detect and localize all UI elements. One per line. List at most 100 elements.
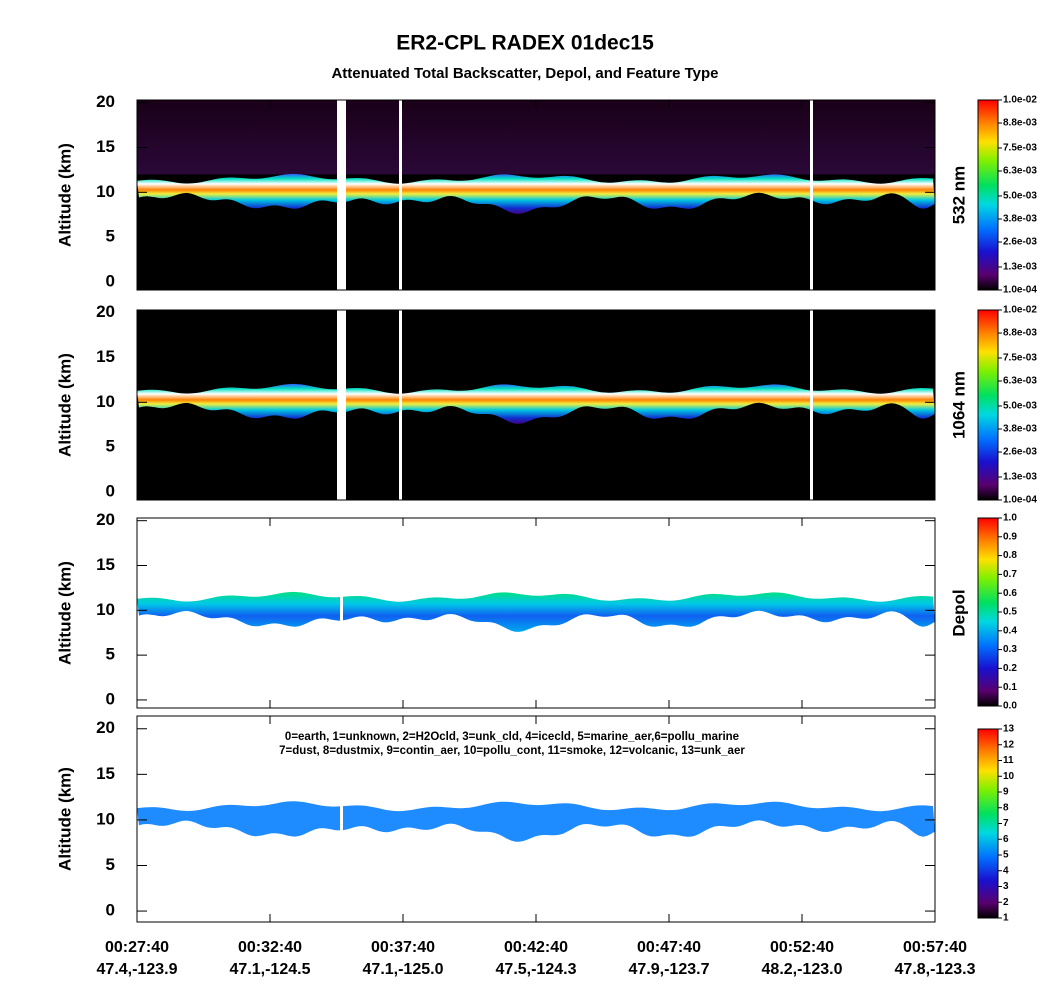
y-tick-label: 20 — [96, 302, 115, 321]
colorbar-tick-label: 1.0 — [1003, 513, 1017, 524]
data-gap — [337, 100, 346, 290]
colorbar-tick-label: 3.8e-03 — [1003, 214, 1037, 225]
colorbar-tick-label: 1.0e-04 — [1003, 285, 1037, 296]
x-tick-label: 00:52:40 — [770, 939, 834, 956]
cloud-layer — [137, 383, 935, 424]
colorbar-tick-label: 0.6 — [1003, 588, 1017, 599]
colorbar-tick-label: 11 — [1003, 755, 1014, 766]
annotation: 0=earth, 1=unknown, 2=H2Ocld, 3=unk_cld,… — [285, 731, 739, 743]
colorbar-tick-label: 1.0e-02 — [1003, 95, 1037, 106]
colorbar-tick-label: 6 — [1003, 834, 1009, 845]
x-tick-sublabel: 47.8,-123.3 — [895, 961, 976, 978]
colorbar-tick-label: 0.2 — [1003, 663, 1017, 674]
x-tick-label: 00:47:40 — [637, 939, 701, 956]
colorbar-tick-label: 8 — [1003, 802, 1009, 813]
colorbar-tick-label: 7.5e-03 — [1003, 143, 1037, 154]
y-tick-label: 10 — [96, 809, 115, 828]
colorbar-tick-label: 0.9 — [1003, 531, 1017, 542]
colorbar — [977, 99, 999, 291]
colorbar-tick-label: 0.8 — [1003, 550, 1017, 561]
x-tick-label: 00:27:40 — [105, 939, 169, 956]
colorbar-tick-label: 1.3e-03 — [1003, 472, 1037, 483]
colorbar-tick-label: 1.0e-04 — [1003, 495, 1037, 506]
colorbar-tick-label: 6.3e-03 — [1003, 166, 1037, 177]
y-tick-label: 15 — [96, 555, 115, 574]
data-gap — [340, 587, 343, 629]
y-tick-label: 5 — [106, 855, 115, 874]
chart-subtitle: Attenuated Total Backscatter, Depol, and… — [331, 65, 718, 82]
colorbar-label: 1064 nm — [949, 371, 968, 439]
data-gap — [340, 797, 343, 839]
data-gap — [399, 100, 402, 290]
colorbar-tick-label: 2.6e-03 — [1003, 447, 1037, 458]
colorbar — [977, 309, 999, 501]
colorbar-tick-label: 1 — [1003, 913, 1009, 924]
x-tick-label: 00:57:40 — [903, 939, 967, 956]
x-tick-label: 00:42:40 — [504, 939, 568, 956]
y-tick-label: 0 — [106, 271, 115, 290]
colorbar-tick-label: 5 — [1003, 850, 1009, 861]
x-tick-label: 00:32:40 — [238, 939, 302, 956]
y-tick-label: 0 — [106, 481, 115, 500]
colorbar-tick-label: 0.3 — [1003, 644, 1017, 655]
chart-title: ER2-CPL RADEX 01dec15 — [396, 32, 654, 55]
colorbar-tick-label: 4 — [1003, 865, 1009, 876]
data-gap — [810, 100, 813, 290]
colorbar-tick-label: 1.3e-03 — [1003, 262, 1037, 273]
colorbar-tick-label: 1.0e-02 — [1003, 305, 1037, 316]
colorbar-tick-label: 0.4 — [1003, 625, 1017, 636]
colorbar-tick-label: 3.8e-03 — [1003, 424, 1037, 435]
data-gap — [399, 310, 402, 500]
y-tick-label: 5 — [106, 227, 115, 246]
y-axis-label: Altitude (km) — [55, 767, 74, 871]
colorbar-tick-label: 6.3e-03 — [1003, 376, 1037, 387]
cloud-layer — [137, 591, 935, 632]
cloud-layer — [137, 173, 935, 214]
x-tick-sublabel: 47.1,-124.5 — [230, 961, 311, 978]
colorbar — [977, 517, 999, 707]
cloud-layer — [137, 801, 935, 842]
y-tick-label: 0 — [106, 689, 115, 708]
colorbar — [977, 728, 999, 919]
x-tick-sublabel: 47.1,-125.0 — [363, 961, 444, 978]
colorbar-label: 532 nm — [949, 166, 968, 225]
y-axis-label: Altitude (km) — [55, 561, 74, 665]
colorbar-tick-label: 5.0e-03 — [1003, 401, 1037, 412]
y-tick-label: 15 — [96, 347, 115, 366]
colorbar-tick-label: 0.0 — [1003, 701, 1017, 712]
y-tick-label: 15 — [96, 137, 115, 156]
colorbar-tick-label: 12 — [1003, 739, 1015, 750]
colorbar-tick-label: 7 — [1003, 818, 1009, 829]
colorbar-tick-label: 3 — [1003, 881, 1009, 892]
y-tick-label: 20 — [96, 510, 115, 529]
y-tick-label: 20 — [96, 92, 115, 111]
upper-signal — [137, 100, 935, 175]
y-tick-label: 5 — [106, 645, 115, 664]
x-tick-label: 00:37:40 — [371, 939, 435, 956]
colorbar-tick-label: 8.8e-03 — [1003, 328, 1037, 339]
y-tick-label: 15 — [96, 764, 115, 783]
y-tick-label: 5 — [106, 437, 115, 456]
x-tick-sublabel: 48.2,-123.0 — [762, 961, 843, 978]
x-tick-sublabel: 47.9,-123.7 — [629, 961, 710, 978]
colorbar-tick-label: 7.5e-03 — [1003, 353, 1037, 364]
colorbar-tick-label: 0.5 — [1003, 607, 1017, 618]
x-tick-sublabel: 47.4,-123.9 — [97, 961, 178, 978]
y-tick-label: 10 — [96, 182, 115, 201]
y-tick-label: 10 — [96, 600, 115, 619]
colorbar-tick-label: 10 — [1003, 771, 1015, 782]
colorbar-tick-label: 9 — [1003, 787, 1009, 798]
colorbar-tick-label: 0.7 — [1003, 569, 1017, 580]
colorbar-tick-label: 0.1 — [1003, 682, 1017, 693]
colorbar-label: Depol — [949, 589, 968, 636]
annotation: 7=dust, 8=dustmix, 9=contin_aer, 10=poll… — [279, 745, 745, 757]
colorbar-tick-label: 2 — [1003, 897, 1009, 908]
colorbar-tick-label: 5.0e-03 — [1003, 191, 1037, 202]
y-tick-label: 10 — [96, 392, 115, 411]
data-gap — [337, 310, 346, 500]
y-axis-label: Altitude (km) — [55, 143, 74, 247]
colorbar-tick-label: 2.6e-03 — [1003, 237, 1037, 248]
x-tick-sublabel: 47.5,-124.3 — [496, 961, 577, 978]
y-tick-label: 20 — [96, 718, 115, 737]
